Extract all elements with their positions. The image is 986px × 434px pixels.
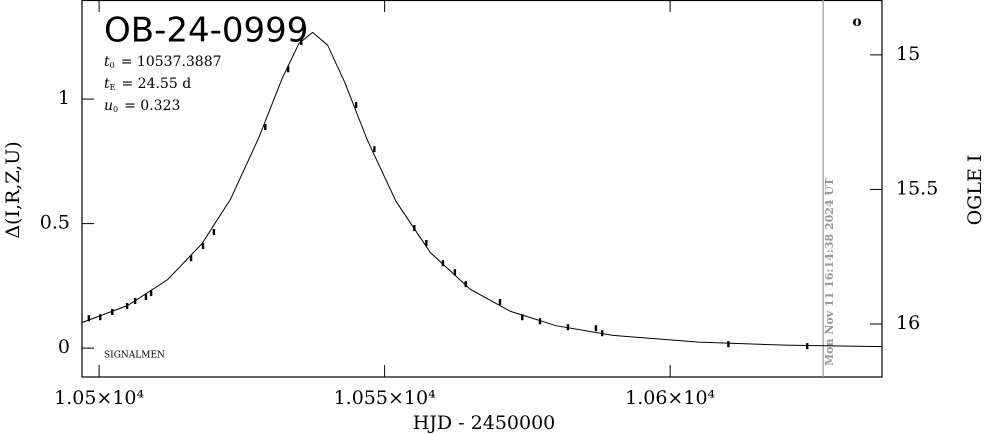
data-point xyxy=(805,343,809,350)
param-symbol: t xyxy=(104,76,110,92)
data-point xyxy=(149,290,153,297)
data-point xyxy=(594,325,598,332)
param-symbol: t xyxy=(104,54,110,70)
param-subscript: 0 xyxy=(110,61,115,70)
y-axis-label: Δ(I,R,Z,U) xyxy=(2,141,24,238)
data-point xyxy=(498,299,502,306)
data-point xyxy=(453,269,457,276)
data-point xyxy=(538,318,542,325)
x-tick-label: 1.055×10⁴ xyxy=(334,387,436,409)
data-point xyxy=(144,294,148,301)
data-point xyxy=(464,281,467,288)
y2-axis-label: OGLE I xyxy=(964,155,986,226)
x-axis-label: HJD - 2450000 xyxy=(413,412,556,434)
x-tick-label: 1.06×10⁴ xyxy=(625,387,715,409)
param-value: = 24.55 d xyxy=(121,76,191,92)
data-point xyxy=(201,243,205,250)
model-curve xyxy=(81,31,882,348)
data-point xyxy=(212,229,216,236)
param-value: = 0.323 xyxy=(124,98,180,114)
data-point xyxy=(111,309,114,316)
data-point xyxy=(286,66,290,73)
data-point xyxy=(441,260,445,267)
param-value: = 10537.3887 xyxy=(121,54,222,70)
plot-frame xyxy=(81,0,883,378)
data-point xyxy=(189,255,193,262)
data-point xyxy=(264,123,267,130)
y2-tick-label: 15.5 xyxy=(896,177,938,199)
param-symbol: u xyxy=(104,98,113,114)
y-tick-label: 1 xyxy=(58,87,70,109)
data-point xyxy=(425,240,428,247)
data-point xyxy=(99,314,102,321)
data-point xyxy=(521,314,524,321)
x-tick-label: 1.05×10⁴ xyxy=(54,387,144,409)
param-subscript: E xyxy=(110,83,116,92)
y-tick-label: 0 xyxy=(58,336,70,358)
chart-title: OB-24-0999 xyxy=(104,11,308,51)
data-point xyxy=(354,102,358,109)
y-tick-label: 0.5 xyxy=(40,212,70,234)
param-subscript: 0 xyxy=(113,105,118,114)
data-point xyxy=(373,146,376,153)
corner-mark: o xyxy=(852,14,861,30)
data-point xyxy=(566,324,570,331)
data-point xyxy=(727,341,730,348)
credit: SIGNALMEN xyxy=(104,351,165,361)
data-point xyxy=(87,315,91,322)
y2-tick-label: 16 xyxy=(896,312,920,334)
fit-parameter: t0 = 10537.3887 xyxy=(104,54,222,70)
fit-parameter: tE = 24.55 d xyxy=(104,76,191,92)
y2-tick-label: 15 xyxy=(896,43,920,65)
time-marker-label: Mon Nov 11 16:14:38 2024 UT xyxy=(823,177,836,366)
fit-parameter: u0 = 0.323 xyxy=(104,98,180,114)
